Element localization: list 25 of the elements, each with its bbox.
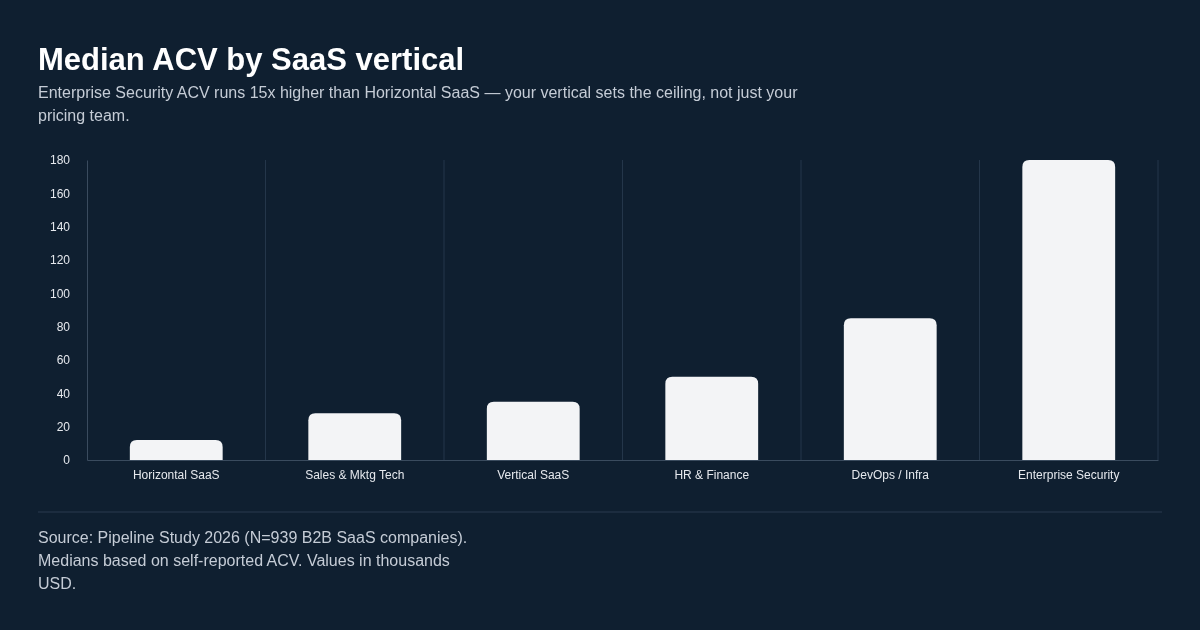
bar <box>308 413 402 460</box>
chart-subtitle: Enterprise Security ACV runs 15x higher than Horizontal SaaS — your vertical sets the ceiling, not just your pricing team. <box>38 84 799 124</box>
bar <box>665 376 759 460</box>
y-tick-label: 140 <box>49 220 71 235</box>
y-tick-label: 80 <box>56 320 71 335</box>
y-tick-label: 180 <box>49 153 71 168</box>
bar <box>1022 160 1116 460</box>
bar <box>129 440 223 460</box>
x-tick-label: Horizontal SaaS <box>132 467 220 482</box>
x-tick-label: Vertical SaaS <box>497 467 570 482</box>
y-tick-label: 20 <box>56 420 71 435</box>
y-tick-label: 120 <box>49 253 71 268</box>
chart-title: Median ACV by SaaS vertical <box>38 42 465 77</box>
y-tick-label: 0 <box>63 453 71 468</box>
y-tick-label: 100 <box>49 286 71 301</box>
y-tick-label: 60 <box>56 353 71 368</box>
source-note: Source: Pipeline Study 2026 (N=939 B2B SaaS companies). Medians based on self-reported ACV. Values in thousands USD. <box>38 529 468 592</box>
y-tick-label: 160 <box>49 186 71 201</box>
bar <box>486 401 580 460</box>
x-tick-label: Enterprise Security <box>1018 467 1120 482</box>
x-tick-label: Sales & Mktg Tech <box>305 467 405 482</box>
x-tick-label: HR & Finance <box>674 467 750 482</box>
bar <box>843 318 937 460</box>
y-tick-label: 40 <box>56 386 71 401</box>
x-tick-label: DevOps / Infra <box>851 467 930 482</box>
